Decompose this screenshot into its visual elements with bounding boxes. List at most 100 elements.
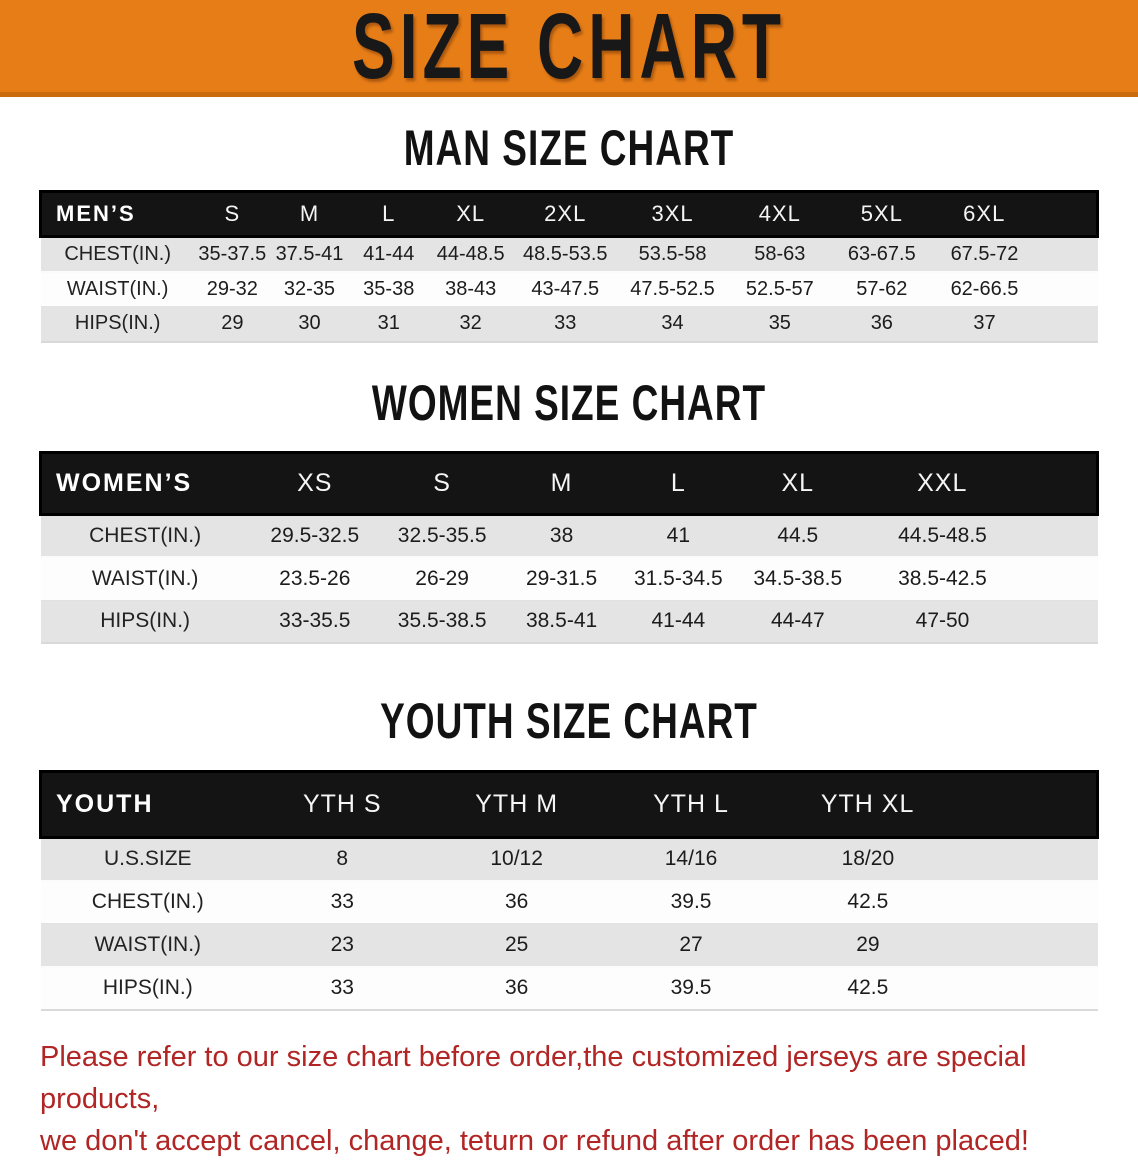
men-size-header: 2XL bbox=[512, 190, 618, 238]
data-cell: 42.5 bbox=[778, 880, 1098, 924]
women-size-table: WOMEN’S XS S M L XL XXL CHEST(IN.) 29.5-… bbox=[38, 450, 1099, 644]
data-cell: 44-47 bbox=[738, 599, 858, 644]
data-cell: 47-50 bbox=[857, 599, 1098, 644]
data-cell: 34.5-38.5 bbox=[738, 557, 858, 601]
men-table-label: MEN’S bbox=[38, 190, 195, 238]
data-cell: 10/12 bbox=[429, 837, 604, 882]
data-cell: 41-44 bbox=[349, 236, 429, 273]
men-section-title-text: MAN SIZE CHART bbox=[403, 120, 735, 176]
data-cell: 47.5-52.5 bbox=[617, 271, 728, 307]
youth-hips-row: HIPS(IN.) 33 36 39.5 42.5 bbox=[40, 966, 1098, 1011]
youth-header-row: YOUTH YTH S YTH M YTH L YTH XL bbox=[39, 770, 1100, 839]
women-chest-row: CHEST(IN.) 29.5-32.5 32.5-35.5 38 41 44.… bbox=[40, 513, 1098, 558]
data-cell: 32-35 bbox=[269, 271, 350, 307]
data-cell: 30 bbox=[269, 306, 350, 343]
data-cell: 58-63 bbox=[727, 236, 833, 273]
women-waist-row: WAIST(IN.) 23.5-26 26-29 29-31.5 31.5-34… bbox=[40, 557, 1098, 601]
row-label: CHEST(IN.) bbox=[40, 236, 195, 273]
men-size-header: XL bbox=[428, 190, 513, 238]
men-size-header: 5XL bbox=[832, 190, 932, 238]
data-cell: 35 bbox=[727, 306, 833, 343]
women-size-header: XS bbox=[249, 450, 380, 516]
data-cell: 33 bbox=[512, 306, 618, 343]
data-cell: 27 bbox=[603, 923, 779, 968]
data-cell: 26-29 bbox=[379, 557, 505, 601]
data-cell: 52.5-57 bbox=[727, 271, 833, 307]
data-cell: 38 bbox=[504, 513, 619, 558]
row-label: WAIST(IN.) bbox=[40, 923, 256, 968]
data-cell: 33-35.5 bbox=[249, 599, 380, 644]
row-label: CHEST(IN.) bbox=[40, 880, 256, 924]
youth-section-title: YOUTH SIZE CHART bbox=[0, 694, 1138, 749]
youth-ussize-row: U.S.SIZE 8 10/12 14/16 18/20 bbox=[40, 837, 1098, 882]
data-cell: 35-38 bbox=[349, 271, 429, 307]
women-size-header: M bbox=[504, 450, 619, 516]
data-cell: 36 bbox=[429, 880, 604, 924]
women-section-title-text: WOMEN SIZE CHART bbox=[371, 375, 767, 431]
data-cell: 32.5-35.5 bbox=[379, 513, 505, 558]
youth-waist-row: WAIST(IN.) 23 25 27 29 bbox=[40, 923, 1098, 968]
youth-size-header: YTH M bbox=[429, 770, 604, 839]
data-cell: 53.5-58 bbox=[617, 236, 728, 273]
men-size-header: 3XL bbox=[617, 190, 728, 238]
row-label: HIPS(IN.) bbox=[40, 306, 195, 343]
data-cell: 8 bbox=[255, 837, 430, 882]
data-cell: 29.5-32.5 bbox=[249, 513, 380, 558]
data-cell: 62-66.5 bbox=[931, 271, 1098, 307]
data-cell: 33 bbox=[255, 880, 430, 924]
data-cell: 57-62 bbox=[832, 271, 932, 307]
data-cell: 41 bbox=[618, 513, 739, 558]
men-hips-row: HIPS(IN.) 29 30 31 32 33 34 35 36 37 bbox=[40, 306, 1098, 343]
women-hips-row: HIPS(IN.) 33-35.5 35.5-38.5 38.5-41 41-4… bbox=[40, 599, 1098, 644]
data-cell: 32 bbox=[428, 306, 513, 343]
data-cell: 35-37.5 bbox=[194, 236, 270, 273]
data-cell: 35.5-38.5 bbox=[379, 599, 505, 644]
data-cell: 34 bbox=[617, 306, 728, 343]
data-cell: 36 bbox=[832, 306, 932, 343]
data-cell: 29-31.5 bbox=[504, 557, 619, 601]
data-cell: 23 bbox=[255, 923, 430, 968]
men-size-header: 4XL bbox=[727, 190, 833, 238]
size-chart-banner: SIZE CHART bbox=[0, 0, 1138, 98]
data-cell: 44-48.5 bbox=[428, 236, 513, 273]
data-cell: 67.5-72 bbox=[931, 236, 1098, 273]
men-size-header: M bbox=[269, 190, 350, 238]
disclaimer-line-1: Please refer to our size chart before or… bbox=[40, 1040, 1027, 1115]
disclaimer-line-2: we don't accept cancel, change, teturn o… bbox=[40, 1124, 1029, 1157]
youth-size-header: YTH L bbox=[603, 770, 779, 839]
youth-section-title-text: YOUTH SIZE CHART bbox=[380, 693, 758, 749]
disclaimer-text: Please refer to our size chart before or… bbox=[40, 1036, 1102, 1162]
women-table-label: WOMEN’S bbox=[38, 450, 250, 516]
data-cell: 44.5 bbox=[738, 513, 858, 558]
row-label: HIPS(IN.) bbox=[40, 599, 250, 644]
data-cell: 41-44 bbox=[618, 599, 739, 644]
data-cell: 31 bbox=[349, 306, 429, 343]
data-cell: 39.5 bbox=[603, 880, 779, 924]
youth-size-header: YTH XL bbox=[778, 770, 1100, 839]
row-label: WAIST(IN.) bbox=[40, 557, 250, 601]
data-cell: 42.5 bbox=[778, 966, 1098, 1011]
row-label: U.S.SIZE bbox=[40, 837, 256, 882]
data-cell: 33 bbox=[255, 966, 430, 1011]
data-cell: 29 bbox=[778, 923, 1098, 968]
women-size-header: S bbox=[379, 450, 505, 516]
data-cell: 39.5 bbox=[603, 966, 779, 1011]
youth-size-table: YOUTH YTH S YTH M YTH L YTH XL U.S.SIZE … bbox=[39, 770, 1100, 1011]
row-label: WAIST(IN.) bbox=[40, 271, 195, 307]
data-cell: 29 bbox=[194, 306, 270, 343]
data-cell: 63-67.5 bbox=[832, 236, 932, 273]
men-section-title: MAN SIZE CHART bbox=[0, 121, 1138, 176]
men-chest-row: CHEST(IN.) 35-37.5 37.5-41 41-44 44-48.5… bbox=[40, 236, 1098, 273]
youth-table-label: YOUTH bbox=[39, 770, 256, 839]
data-cell: 38.5-42.5 bbox=[857, 557, 1098, 601]
women-size-header: L bbox=[618, 450, 739, 516]
men-size-header: 6XL bbox=[931, 190, 1100, 238]
data-cell: 48.5-53.5 bbox=[512, 236, 618, 273]
row-label: HIPS(IN.) bbox=[40, 966, 256, 1011]
youth-size-header: YTH S bbox=[255, 770, 430, 839]
women-size-header: XL bbox=[738, 450, 858, 516]
data-cell: 37.5-41 bbox=[269, 236, 350, 273]
data-cell: 38.5-41 bbox=[504, 599, 619, 644]
youth-chest-row: CHEST(IN.) 33 36 39.5 42.5 bbox=[40, 880, 1098, 924]
men-size-header: S bbox=[194, 190, 270, 238]
